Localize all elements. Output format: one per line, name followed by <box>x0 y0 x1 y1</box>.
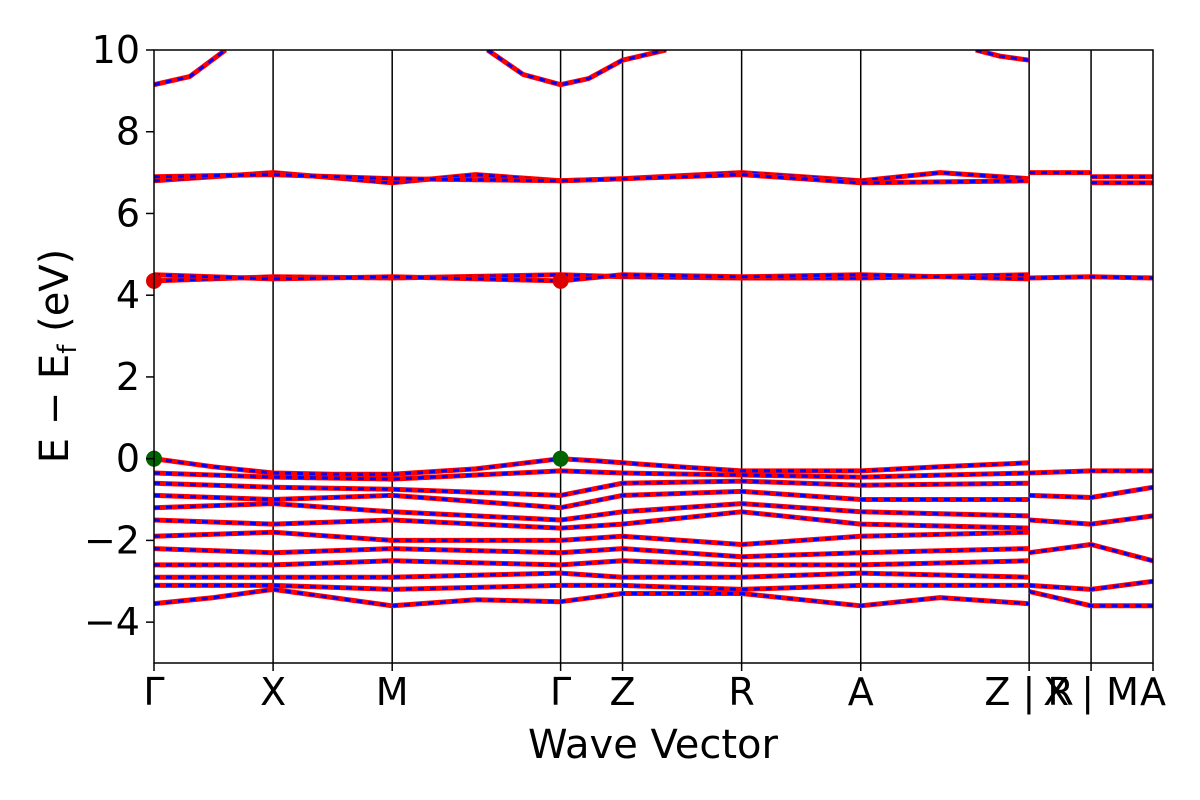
y-axis-title-unit: (eV) <box>32 249 78 345</box>
y-tick-label: 8 <box>116 110 140 154</box>
band-line-spin-up <box>154 457 1030 476</box>
y-tick-label: −2 <box>84 518 140 562</box>
band-line-spin-up <box>975 50 1030 62</box>
band-line-spin-up <box>1029 485 1153 500</box>
band-line-spin-up <box>154 469 1030 481</box>
x-axis-title: Wave Vector <box>528 722 779 768</box>
band-line-spin-up <box>154 583 1030 591</box>
x-tick-label: Γ <box>550 670 571 714</box>
band-line-spin-up <box>154 173 1030 185</box>
band-line-spin-up <box>154 171 1030 185</box>
band-line-spin-down <box>154 478 1030 498</box>
x-tick-label: R <box>728 670 754 714</box>
band-line-spin-up <box>486 50 667 87</box>
y-axis-title: E − Ef (eV) <box>32 249 83 464</box>
y-tick-label: 10 <box>92 28 140 72</box>
band-line-spin-up <box>154 530 1030 547</box>
band-line-spin-up <box>154 547 1030 559</box>
band-line-spin-up <box>1029 514 1153 526</box>
band-line-spin-up <box>154 50 227 87</box>
x-tick-label: A <box>1140 670 1166 714</box>
x-tick-label: Γ <box>143 670 164 714</box>
kpoint-divider-lines <box>272 50 1092 663</box>
y-axis-title-main: E − E <box>32 354 78 464</box>
band-line-spin-down <box>154 50 227 88</box>
band-line-spin-up <box>154 489 1030 510</box>
y-axis-ticks: −4 −2 0 2 4 6 8 10 <box>84 28 154 644</box>
cbm-marker <box>552 272 569 289</box>
x-tick-label: X | M <box>1043 670 1139 715</box>
x-tick-label: M <box>376 670 409 714</box>
band-line-spin-down <box>486 50 667 88</box>
x-tick-label: Z <box>610 670 636 714</box>
band-edge-markers <box>146 272 569 467</box>
band-line-spin-up <box>154 479 1030 497</box>
band-line-spin-up <box>154 510 1030 530</box>
band-line-spin-up <box>154 273 1030 283</box>
band-line-spin-up <box>154 571 1030 579</box>
band-lines <box>154 50 1153 609</box>
band-line-spin-up <box>154 502 1030 522</box>
band-line-spin-up <box>154 559 1030 567</box>
y-tick-label: 2 <box>116 355 140 399</box>
band-line-spin-up <box>1029 275 1153 280</box>
y-tick-label: −4 <box>84 600 140 644</box>
plot-frame <box>153 49 1154 664</box>
band-line-spin-up <box>1028 590 1153 608</box>
band-line-spin-up <box>1029 579 1153 591</box>
band-line-spin-up <box>1029 469 1153 475</box>
y-tick-label: 4 <box>116 273 140 317</box>
x-tick-label: Z | R <box>984 670 1073 715</box>
band-line-spin-up <box>1028 542 1153 563</box>
y-tick-label: 6 <box>116 191 140 235</box>
vbm-marker <box>552 450 569 467</box>
band-line-spin-up <box>154 587 1030 608</box>
x-tick-label: A <box>848 670 874 714</box>
y-tick-label: 0 <box>116 437 140 481</box>
y-axis-title-subscript: f <box>53 344 83 354</box>
x-tick-label: X <box>260 670 286 714</box>
